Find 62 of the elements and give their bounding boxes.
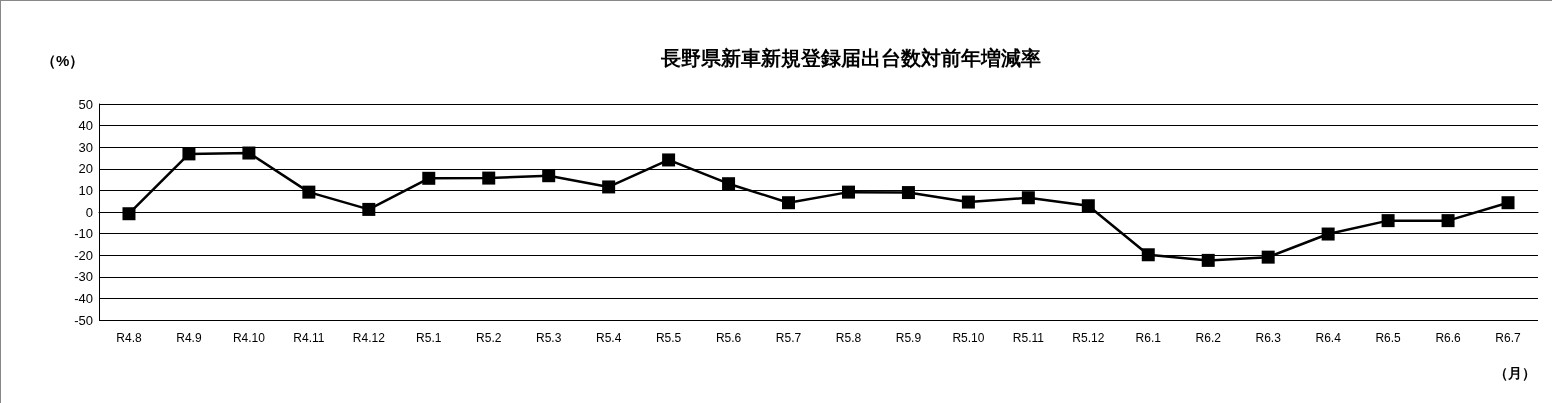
point xyxy=(1081,199,1095,213)
x-tick-label: R4.8 xyxy=(116,331,142,345)
x-tick-label: R5.7 xyxy=(775,331,802,345)
x-tick-label: R5.12 xyxy=(1072,331,1105,345)
point xyxy=(1201,253,1215,267)
x-tick-label: R6.3 xyxy=(1255,331,1282,345)
x-tick-label: R5.11 xyxy=(1012,331,1045,345)
x-tick-label: R4.10 xyxy=(232,331,266,345)
x-tick-label: R6.2 xyxy=(1195,331,1222,345)
point xyxy=(722,177,736,191)
y-tick-label: 10 xyxy=(78,182,93,198)
point xyxy=(1441,214,1455,228)
x-tick-label: R5.2 xyxy=(476,331,502,345)
x-tick-label: R6.1 xyxy=(1135,331,1162,345)
x-tick-label: R4.12 xyxy=(352,331,386,345)
point xyxy=(662,153,676,167)
point xyxy=(1261,250,1275,264)
point xyxy=(302,185,316,199)
y-tick-label: 0 xyxy=(85,204,93,220)
x-tick-label: R5.10 xyxy=(952,331,985,345)
y-axis-title: （%） xyxy=(41,52,85,69)
point xyxy=(362,202,376,216)
point xyxy=(901,186,915,200)
x-tick-label: R5.8 xyxy=(835,331,862,345)
x-tick-label: R6.7 xyxy=(1495,331,1522,345)
x-tick-label: R5.1 xyxy=(416,331,442,345)
y-tick-label: -30 xyxy=(74,269,93,285)
point xyxy=(122,207,136,221)
point xyxy=(482,171,496,185)
point xyxy=(422,171,436,185)
point xyxy=(1321,227,1335,241)
x-tick-label: R5.9 xyxy=(895,331,922,345)
y-tick-label: -20 xyxy=(74,247,93,263)
x-tick-label: R5.3 xyxy=(536,331,562,345)
y-tick-label: 20 xyxy=(78,161,93,177)
x-tick-label: R4.9 xyxy=(176,331,202,345)
x-tick-label: R4.11 xyxy=(293,331,325,345)
y-tick-label: -50 xyxy=(74,312,93,328)
point xyxy=(242,146,256,160)
point xyxy=(1501,196,1515,210)
point xyxy=(602,180,616,194)
chart-title: 長野県新車新規登録届出台数対前年増減率 xyxy=(660,47,1041,69)
y-tick-label: -40 xyxy=(74,290,93,306)
x-tick-label: R5.5 xyxy=(655,331,682,345)
x-axis-title: （月） xyxy=(1494,365,1536,381)
x-tick-label: R5.6 xyxy=(715,331,742,345)
point xyxy=(841,185,855,199)
point xyxy=(1021,191,1035,205)
y-tick-label: 50 xyxy=(78,96,93,112)
point xyxy=(182,147,196,161)
y-tick-label: -10 xyxy=(74,226,93,242)
x-tick-label: R6.6 xyxy=(1435,331,1462,345)
y-tick-label: 30 xyxy=(78,139,93,155)
x-tick-label: R6.5 xyxy=(1375,331,1402,345)
point xyxy=(1381,214,1395,228)
x-tick-label: R5.4 xyxy=(595,331,622,345)
y-tick-label: 40 xyxy=(78,118,93,134)
x-tick-label: R6.4 xyxy=(1315,331,1342,345)
point xyxy=(542,169,556,183)
point xyxy=(1141,248,1155,262)
point xyxy=(782,196,796,210)
point xyxy=(961,195,975,209)
